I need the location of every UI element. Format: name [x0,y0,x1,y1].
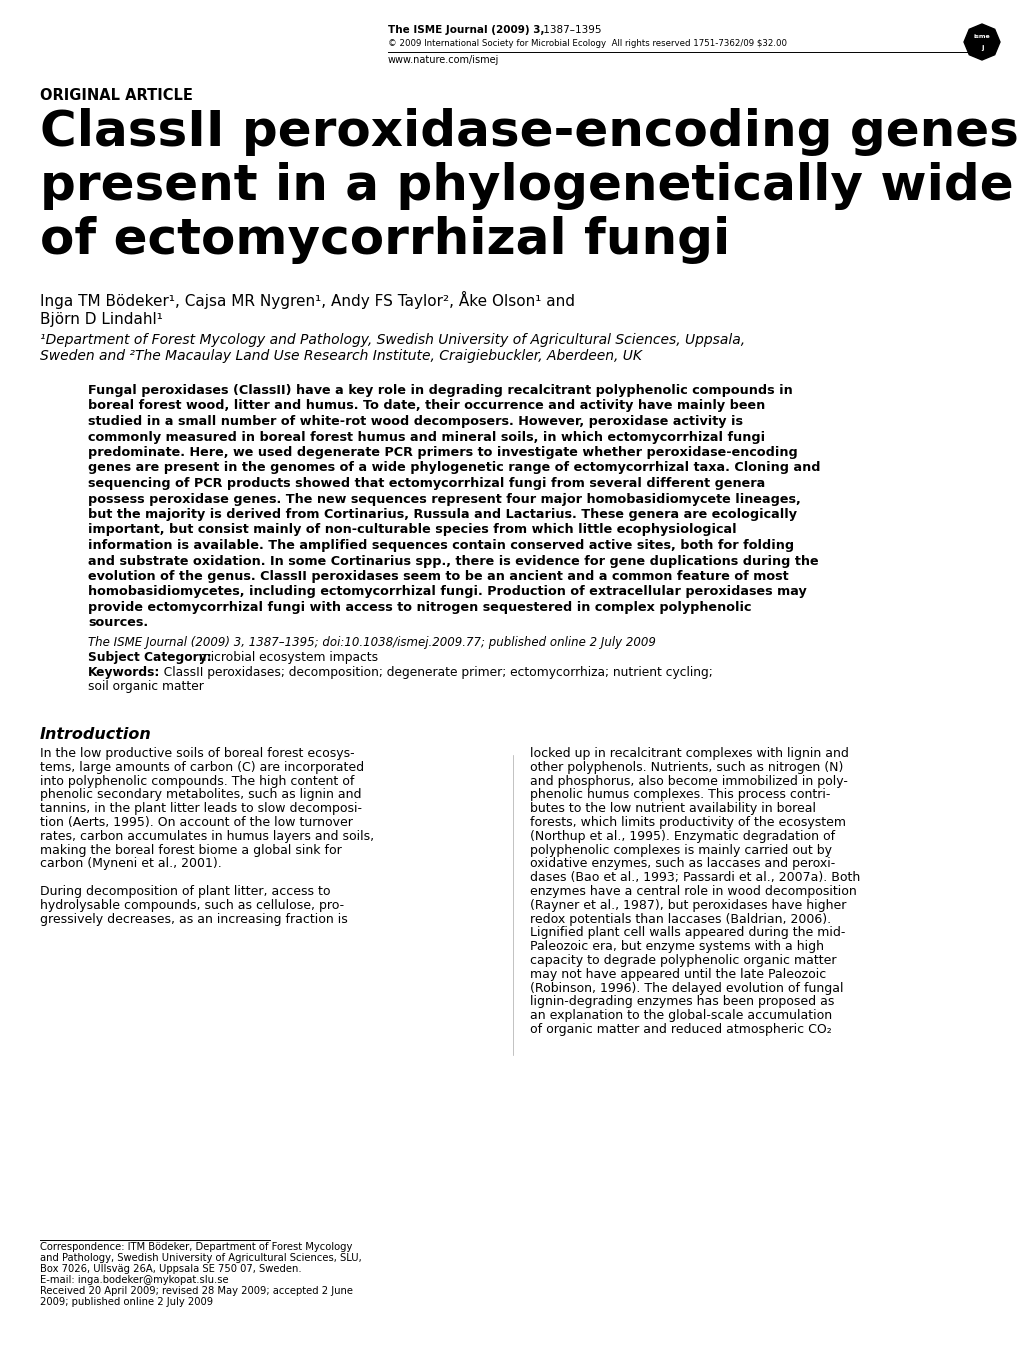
Text: Björn D Lindahl¹: Björn D Lindahl¹ [40,313,163,328]
Text: capacity to degrade polyphenolic organic matter: capacity to degrade polyphenolic organic… [530,954,836,968]
Text: boreal forest wood, litter and humus. To date, their occurrence and activity hav: boreal forest wood, litter and humus. To… [88,400,764,413]
Text: polyphenolic complexes is mainly carried out by: polyphenolic complexes is mainly carried… [530,844,832,856]
Text: Introduction: Introduction [40,727,152,742]
Text: carbon (Myneni et al., 2001).: carbon (Myneni et al., 2001). [40,858,221,870]
Text: tannins, in the plant litter leads to slow decomposi-: tannins, in the plant litter leads to sl… [40,802,362,815]
Text: and Pathology, Swedish University of Agricultural Sciences, SLU,: and Pathology, Swedish University of Agr… [40,1253,362,1263]
Text: Lignified plant cell walls appeared during the mid-: Lignified plant cell walls appeared duri… [530,927,845,939]
Text: microbial ecosystem impacts: microbial ecosystem impacts [191,651,378,665]
Text: butes to the low nutrient availability in boreal: butes to the low nutrient availability i… [530,802,815,815]
Text: genes are present in the genomes of a wide phylogenetic range of ectomycorrhizal: genes are present in the genomes of a wi… [88,462,819,474]
Text: but the majority is derived from Cortinarius, Russula and Lactarius. These gener: but the majority is derived from Cortina… [88,508,796,520]
Text: Correspondence: ITM Bödeker, Department of Forest Mycology: Correspondence: ITM Bödeker, Department … [40,1242,352,1252]
Text: Box 7026, Ullsväg 26A, Uppsala SE 750 07, Sweden.: Box 7026, Ullsväg 26A, Uppsala SE 750 07… [40,1264,302,1273]
Text: soil organic matter: soil organic matter [88,680,204,693]
Text: 1387–1395: 1387–1395 [539,24,601,35]
Text: Subject Category:: Subject Category: [88,651,212,665]
Text: j: j [980,45,982,52]
Text: The ISME Journal (2009) 3, 1387–1395; doi:10.1038/ismej.2009.77; published onlin: The ISME Journal (2009) 3, 1387–1395; do… [88,636,655,650]
Text: sequencing of PCR products showed that ectomycorrhizal fungi from several differ: sequencing of PCR products showed that e… [88,477,764,491]
Text: Sweden and ²The Macaulay Land Use Research Institute, Craigiebuckler, Aberdeen, : Sweden and ²The Macaulay Land Use Resear… [40,349,641,363]
Text: rates, carbon accumulates in humus layers and soils,: rates, carbon accumulates in humus layer… [40,830,374,843]
Text: and phosphorus, also become immobilized in poly-: and phosphorus, also become immobilized … [530,775,847,788]
Text: Fungal peroxidases (ClassII) have a key role in degrading recalcitrant polypheno: Fungal peroxidases (ClassII) have a key … [88,385,792,397]
Text: predominate. Here, we used degenerate PCR primers to investigate whether peroxid: predominate. Here, we used degenerate PC… [88,446,797,459]
Text: of ectomycorrhizal fungi: of ectomycorrhizal fungi [40,216,730,264]
Text: enzymes have a central role in wood decomposition: enzymes have a central role in wood deco… [530,885,856,898]
Text: (Robinson, 1996). The delayed evolution of fungal: (Robinson, 1996). The delayed evolution … [530,981,843,995]
Text: redox potentials than laccases (Baldrian, 2006).: redox potentials than laccases (Baldrian… [530,913,830,925]
Text: isme: isme [973,34,989,39]
Text: making the boreal forest biome a global sink for: making the boreal forest biome a global … [40,844,341,856]
Text: tems, large amounts of carbon (C) are incorporated: tems, large amounts of carbon (C) are in… [40,761,364,773]
Text: The ISME Journal (2009) 3,: The ISME Journal (2009) 3, [387,24,544,35]
Text: commonly measured in boreal forest humus and mineral soils, in which ectomycorrh: commonly measured in boreal forest humus… [88,431,764,443]
Text: www.nature.com/ismej: www.nature.com/ismej [387,54,499,65]
Text: of organic matter and reduced atmospheric CO₂: of organic matter and reduced atmospheri… [530,1023,830,1036]
Text: ClassII peroxidase-encoding genes are: ClassII peroxidase-encoding genes are [40,107,1019,156]
Text: gressively decreases, as an increasing fraction is: gressively decreases, as an increasing f… [40,913,347,925]
Text: present in a phylogenetically wide range: present in a phylogenetically wide range [40,162,1019,211]
Text: sources.: sources. [88,617,148,629]
Text: hydrolysable compounds, such as cellulose, pro-: hydrolysable compounds, such as cellulos… [40,898,343,912]
Text: ClassII peroxidases; decomposition; degenerate primer; ectomycorrhiza; nutrient : ClassII peroxidases; decomposition; dege… [156,666,712,680]
Text: an explanation to the global-scale accumulation: an explanation to the global-scale accum… [530,1010,832,1022]
Text: and substrate oxidation. In some Cortinarius spp., there is evidence for gene du: and substrate oxidation. In some Cortina… [88,554,818,568]
Text: During decomposition of plant litter, access to: During decomposition of plant litter, ac… [40,885,330,898]
Text: E-mail: inga.bodeker@mykopat.slu.se: E-mail: inga.bodeker@mykopat.slu.se [40,1275,228,1286]
Text: important, but consist mainly of non-culturable species from which little ecophy: important, but consist mainly of non-cul… [88,523,736,537]
Text: 2009; published online 2 July 2009: 2009; published online 2 July 2009 [40,1296,213,1307]
Text: (Northup et al., 1995). Enzymatic degradation of: (Northup et al., 1995). Enzymatic degrad… [530,830,835,843]
Text: studied in a small number of white-rot wood decomposers. However, peroxidase act: studied in a small number of white-rot w… [88,414,742,428]
Text: information is available. The amplified sequences contain conserved active sites: information is available. The amplified … [88,540,794,552]
Text: ORIGINAL ARTICLE: ORIGINAL ARTICLE [40,88,193,103]
Text: other polyphenols. Nutrients, such as nitrogen (N): other polyphenols. Nutrients, such as ni… [530,761,843,773]
Text: Received 20 April 2009; revised 28 May 2009; accepted 2 June: Received 20 April 2009; revised 28 May 2… [40,1286,353,1296]
Text: lignin-degrading enzymes has been proposed as: lignin-degrading enzymes has been propos… [530,995,834,1008]
Text: phenolic humus complexes. This process contri-: phenolic humus complexes. This process c… [530,788,829,802]
Text: (Rayner et al., 1987), but peroxidases have higher: (Rayner et al., 1987), but peroxidases h… [530,898,846,912]
Text: possess peroxidase genes. The new sequences represent four major homobasidiomyce: possess peroxidase genes. The new sequen… [88,492,800,506]
Text: In the low productive soils of boreal forest ecosys-: In the low productive soils of boreal fo… [40,747,355,760]
Text: locked up in recalcitrant complexes with lignin and: locked up in recalcitrant complexes with… [530,747,848,760]
Text: Keywords:: Keywords: [88,666,160,680]
Text: phenolic secondary metabolites, such as lignin and: phenolic secondary metabolites, such as … [40,788,361,802]
Text: Inga TM Bödeker¹, Cajsa MR Nygren¹, Andy FS Taylor², Åke Olson¹ and: Inga TM Bödeker¹, Cajsa MR Nygren¹, Andy… [40,291,575,308]
Text: tion (Aerts, 1995). On account of the low turnover: tion (Aerts, 1995). On account of the lo… [40,815,353,829]
Text: may not have appeared until the late Paleozoic: may not have appeared until the late Pal… [530,968,825,981]
Text: provide ectomycorrhizal fungi with access to nitrogen sequestered in complex pol: provide ectomycorrhizal fungi with acces… [88,601,751,614]
Text: into polyphenolic compounds. The high content of: into polyphenolic compounds. The high co… [40,775,354,788]
Text: Paleozoic era, but enzyme systems with a high: Paleozoic era, but enzyme systems with a… [530,940,823,953]
Text: dases (Bao et al., 1993; Passardi et al., 2007a). Both: dases (Bao et al., 1993; Passardi et al.… [530,871,859,885]
Text: evolution of the genus. ClassII peroxidases seem to be an ancient and a common f: evolution of the genus. ClassII peroxida… [88,569,788,583]
Text: ¹Department of Forest Mycology and Pathology, Swedish University of Agricultural: ¹Department of Forest Mycology and Patho… [40,333,745,347]
Text: oxidative enzymes, such as laccases and peroxi-: oxidative enzymes, such as laccases and … [530,858,835,870]
Text: © 2009 International Society for Microbial Ecology  All rights reserved 1751-736: © 2009 International Society for Microbi… [387,39,787,48]
Text: forests, which limits productivity of the ecosystem: forests, which limits productivity of th… [530,815,845,829]
Text: homobasidiomycetes, including ectomycorrhizal fungi. Production of extracellular: homobasidiomycetes, including ectomycorr… [88,586,806,598]
